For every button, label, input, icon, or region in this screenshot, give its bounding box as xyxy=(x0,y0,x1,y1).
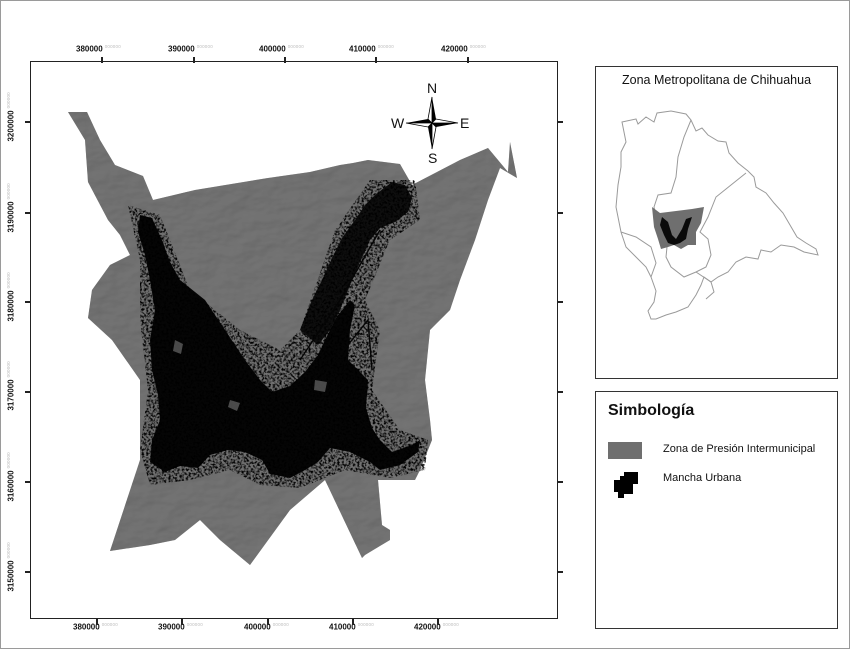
x-tick-mark xyxy=(267,619,269,625)
y-tick-mark xyxy=(25,121,31,123)
legend-label-zona-presion: Zona de Presión Intermunicipal xyxy=(663,443,816,455)
legend-swatch-zona-presion xyxy=(608,442,642,459)
x-tick-bottom-420000: 420000 000000 xyxy=(414,622,459,632)
y-tick-mark xyxy=(25,571,31,573)
compass-west-label: W xyxy=(391,115,405,131)
x-tick-mark xyxy=(96,619,98,625)
x-tick-mark xyxy=(284,57,286,63)
legend-panel: Simbología Zona de Presión Intermunicipa… xyxy=(595,391,838,629)
compass-north-label: N xyxy=(427,80,438,96)
y-tick-mark xyxy=(25,391,31,393)
x-tick-bottom-390000: 390000 000000 xyxy=(158,622,203,632)
legend-label-mancha-urbana: Mancha Urbana xyxy=(663,472,742,484)
inset-map-title: Zona Metropolitana de Chihuahua xyxy=(622,73,812,87)
x-tick-bottom-410000: 410000 000000 xyxy=(329,622,374,632)
legend-swatch-mancha-urbana xyxy=(614,472,638,498)
x-tick-top-420000: 420000 000000 xyxy=(441,44,486,54)
x-tick-bottom-400000: 400000 000000 xyxy=(244,622,289,632)
y-tick-mark xyxy=(557,301,563,303)
y-tick-mark xyxy=(557,481,563,483)
inset-map-canvas xyxy=(615,110,819,320)
x-tick-mark xyxy=(375,57,377,63)
y-tick-mark xyxy=(25,212,31,214)
x-tick-top-390000: 390000 000000 xyxy=(168,44,213,54)
y-tick-mark xyxy=(557,391,563,393)
x-tick-mark xyxy=(467,57,469,63)
inset-mancha-urbana xyxy=(660,217,692,245)
x-tick-top-410000: 410000 000000 xyxy=(349,44,394,54)
north-arrow-compass xyxy=(405,96,459,150)
y-tick-mark xyxy=(557,571,563,573)
x-tick-mark xyxy=(101,57,103,63)
y-tick-mark xyxy=(25,301,31,303)
inset-map-frame[interactable]: Zona Metropolitana de Chihuahua xyxy=(595,66,838,379)
y-tick-mark xyxy=(557,121,563,123)
x-tick-top-380000: 380000 000000 xyxy=(76,44,121,54)
municipal-boundaries xyxy=(615,110,819,320)
y-tick-mark xyxy=(25,481,31,483)
x-tick-top-400000: 400000 000000 xyxy=(259,44,304,54)
x-tick-mark xyxy=(193,57,195,63)
x-tick-mark xyxy=(437,619,439,625)
x-tick-mark xyxy=(181,619,183,625)
x-tick-bottom-380000: 380000 000000 xyxy=(73,622,118,632)
x-tick-mark xyxy=(352,619,354,625)
legend-title: Simbología xyxy=(608,402,695,419)
compass-south-label: S xyxy=(428,150,438,166)
mancha-urbana-area xyxy=(128,180,428,488)
y-tick-mark xyxy=(557,212,563,214)
compass-east-label: E xyxy=(460,115,470,131)
